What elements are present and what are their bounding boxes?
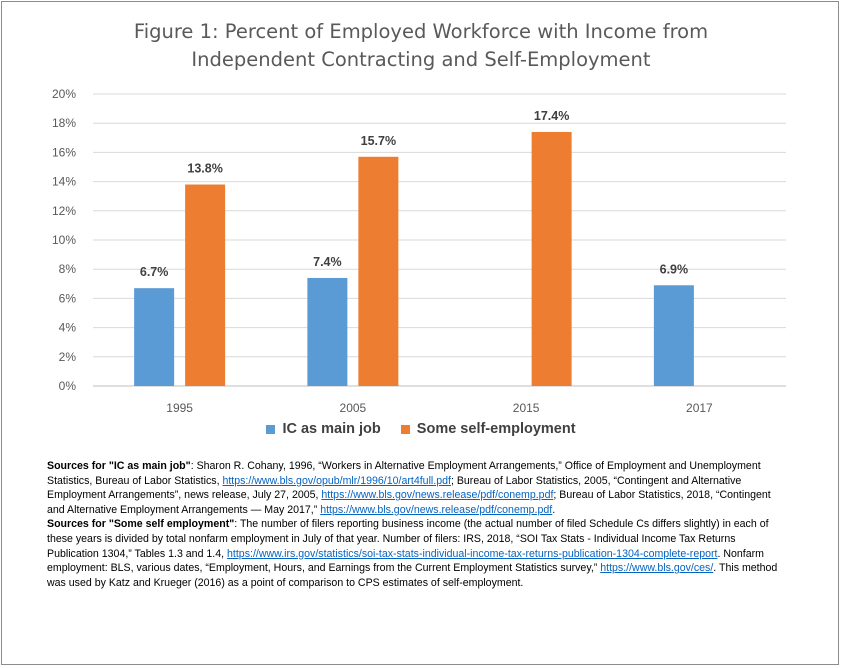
y-tick-label: 16% (52, 145, 76, 159)
y-tick-label: 10% (52, 233, 76, 247)
source-note-ic: Sources for "IC as main job": Sharon R. … (47, 459, 787, 517)
y-tick-label: 18% (52, 116, 76, 130)
bar (653, 285, 694, 386)
source-notes: Sources for "IC as main job": Sharon R. … (47, 459, 787, 590)
legend-swatch-self-employment (400, 424, 410, 434)
y-tick-label: 8% (59, 262, 77, 276)
source-note-text: ; Bureau of Labor Statistics, 2018, “Con… (47, 489, 771, 516)
legend-item-ic: IC as main job (266, 421, 381, 437)
source-note-text: . Nonfarm employment: BLS, various dates… (47, 547, 764, 575)
bar (307, 277, 348, 386)
x-tick-label: 1995 (166, 401, 193, 415)
legend-label-ic: IC as main job (282, 421, 381, 437)
chart-legend: IC as main job Some self-employment (0, 421, 842, 438)
y-tick-label: 0% (59, 379, 77, 393)
x-tick-label: 2017 (686, 401, 713, 415)
chart-title-line-1: Figure 1: Percent of Employed Workforce … (133, 20, 709, 43)
source-note-text: ; Bureau of Labor Statistics, 2005, “Con… (47, 474, 742, 502)
bar-data-label: 6.9% (660, 262, 689, 276)
x-tick-label: 2015 (513, 401, 540, 415)
source-link[interactable]: https://www.irs.gov/statistics/soi-tax-s… (227, 547, 718, 560)
bar-data-label: 15.7% (361, 134, 396, 148)
source-link[interactable]: https://www.bls.gov/ces/ (600, 562, 714, 575)
source-note-text: . This method was used by Katz and Krueg… (47, 562, 778, 589)
source-link[interactable]: https://www.bls.gov/news.release/pdf/con… (321, 489, 554, 502)
bar-data-label: 6.7% (140, 265, 169, 279)
legend-label-self-employment: Some self-employment (416, 421, 576, 437)
bar (134, 288, 175, 386)
bar-data-label: 13.8% (187, 162, 222, 176)
legend-swatch-ic (266, 424, 276, 434)
source-note-text: . (552, 503, 556, 516)
bar (531, 131, 572, 386)
y-axis-tick-labels: 0% 2% 4% 6% 8% 10% 12% 14% 16% 18% 20% (52, 87, 76, 393)
source-note-text: : The number of filers reporting busines… (47, 518, 769, 560)
y-tick-label: 6% (59, 291, 77, 305)
bar (358, 156, 399, 386)
y-tick-label: 2% (59, 350, 77, 364)
bar-data-label: 7.4% (313, 255, 342, 269)
y-tick-label: 14% (52, 175, 76, 189)
y-tick-label: 12% (52, 204, 76, 218)
x-tick-label: 2005 (340, 401, 367, 415)
bars (134, 131, 694, 386)
source-note-ic-heading: Sources for "IC as main job" (47, 460, 191, 472)
chart-title: Figure 1: Percent of Employed Workforce … (0, 18, 842, 74)
source-note-self-employment: Sources for "Some self employment": The … (47, 517, 787, 590)
chart-title-line-2: Independent Contracting and Self-Employm… (191, 48, 651, 71)
bar (185, 184, 226, 386)
bar-chart: 0% 2% 4% 6% 8% 10% 12% 14% 16% 18% 20% 6.7% 13.8% 7.… (52, 87, 786, 415)
legend-item-self-employment: Some self-employment (400, 421, 576, 437)
bar-data-labels: 6.7% 13.8% 7.4% 15.7% 17.4% 6.9% (140, 109, 688, 279)
y-tick-label: 20% (52, 87, 76, 101)
source-link[interactable]: https://www.bls.gov/opub/mlr/1996/10/art… (222, 474, 451, 487)
y-tick-label: 4% (59, 321, 77, 335)
source-note-se-heading: Sources for "Some self employment" (47, 518, 235, 531)
bar-data-label: 17.4% (534, 109, 569, 123)
source-note-text: : Sharon R. Cohany, 1996, “Workers in Al… (47, 460, 761, 487)
x-axis-tick-labels: 1995 2005 2015 2017 (166, 401, 713, 415)
source-link[interactable]: https://www.bls.gov/news.release/pdf/con… (320, 503, 553, 516)
